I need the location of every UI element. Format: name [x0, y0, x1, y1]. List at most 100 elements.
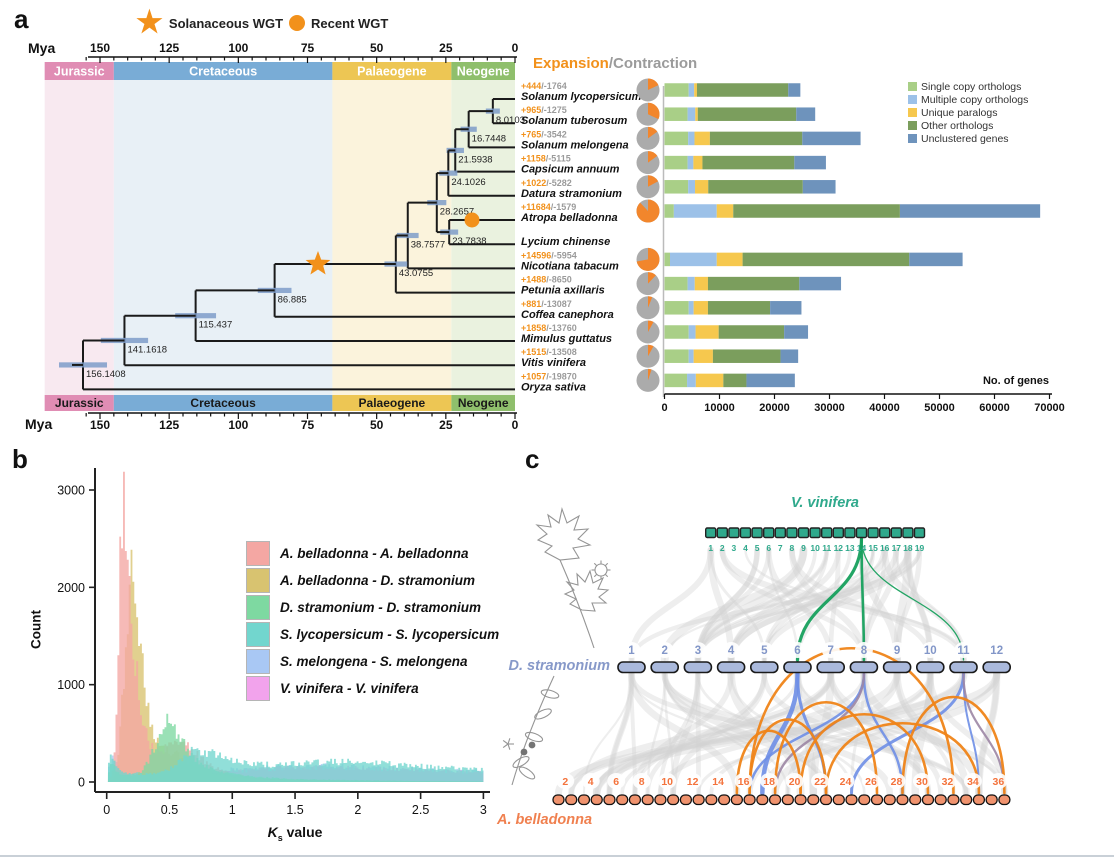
- orange-synteny-link: [799, 713, 930, 795]
- belladonna-chromosome: [552, 794, 565, 806]
- panel-c-label: c: [525, 444, 540, 474]
- bar-segment: [664, 276, 688, 291]
- bar-segment: [694, 276, 708, 291]
- number-halo: [632, 773, 651, 789]
- belladonna-genome-label: A. belladonna: [497, 812, 593, 828]
- belladonna-chromosome-number: 26: [865, 776, 877, 788]
- vinifera-genome-label: V. vinifera: [791, 495, 859, 511]
- species-name: Oryza sativa: [521, 381, 586, 393]
- bar-segment: [796, 107, 816, 121]
- legend-label: A. belladonna - A. belladonna: [280, 546, 469, 561]
- contraction-count: /-5115: [546, 154, 571, 164]
- gray-ribbon: [975, 670, 1001, 797]
- time-tick-label: 100: [228, 418, 248, 432]
- legend-swatch: [246, 676, 270, 701]
- belladonna-chromosome: [667, 794, 680, 806]
- bar-segment: [664, 155, 688, 170]
- number-halo: [888, 642, 907, 658]
- orange-synteny-link: [748, 647, 955, 795]
- belladonna-chromosome-number: 30: [916, 776, 928, 788]
- bar-segment: [709, 131, 803, 146]
- legend-swatch: [908, 134, 917, 143]
- ortholog-legend-item: Other orthologs: [908, 119, 1028, 132]
- belladonna-chromosome-number: 12: [687, 776, 699, 788]
- number-halo: [709, 773, 728, 789]
- solanaceous-wgt-star-marker: [305, 251, 331, 275]
- gray-ribbon: [727, 546, 889, 664]
- bar-segment: [688, 83, 695, 97]
- wgt-legend: ★ Solanaceous WGT Recent WGT: [136, 8, 388, 38]
- contraction-count: /-1764: [541, 81, 567, 91]
- belladonna-chromosome-number: 32: [942, 776, 954, 788]
- gray-ribbon: [697, 672, 999, 795]
- expansion-count: +965/-1275: [521, 105, 567, 115]
- species-name: Solanum lycopersicum: [521, 91, 642, 103]
- contraction-count: /-5282: [546, 178, 572, 188]
- contraction-count: /-13508: [546, 347, 577, 357]
- gray-ribbon: [663, 672, 789, 795]
- belladonna-chromosome: [603, 794, 616, 806]
- belladonna-chromosome: [654, 794, 667, 806]
- bar-segment: [687, 107, 696, 121]
- number-halo: [683, 773, 702, 789]
- gray-ribbon: [771, 670, 1001, 797]
- datura-fruit-spike: [593, 573, 598, 578]
- stramonium-chromosome: [949, 661, 978, 674]
- datura-fruit-spike: [604, 562, 609, 567]
- bar-segment: [688, 131, 695, 146]
- belladonna-chromosome: [692, 794, 705, 806]
- contraction-count: /-13760: [546, 323, 577, 333]
- stramonium-chromosome: [749, 661, 779, 674]
- bar-tick-label: 10000: [704, 402, 735, 414]
- panel-a-label: a: [14, 4, 29, 34]
- vinifera-chromosome-number: 3: [732, 543, 737, 553]
- gray-ribbon: [593, 670, 901, 797]
- expansion-count: +1858/-13760: [521, 323, 577, 333]
- period-band-top-neogene: [451, 62, 515, 80]
- contraction-count: /-5954: [551, 250, 577, 260]
- ks-y-tick-label: 1000: [57, 678, 85, 692]
- belladonna-leaf: [534, 708, 552, 720]
- bar-segment: [664, 373, 688, 388]
- bar-segment: [693, 349, 713, 363]
- legend-label: S. melongena - S. melongena: [280, 654, 468, 669]
- ortholog-legend-item: Multiple copy orthologs: [908, 93, 1028, 106]
- bar-segment: [716, 204, 734, 218]
- vinifera-chromosome-number: 13: [845, 543, 855, 553]
- belladonna-chromosome: [730, 794, 744, 806]
- bar-segment: [664, 204, 674, 218]
- gray-ribbon: [696, 548, 828, 662]
- gray-ribbon: [629, 671, 969, 796]
- time-tick-label: 50: [370, 418, 384, 432]
- belladonna-chromosome: [972, 794, 986, 806]
- gray-ribbon: [695, 547, 911, 663]
- recent-wgt-circle-marker: [464, 212, 480, 228]
- pie-expansion-slice: [648, 151, 658, 163]
- belladonna-chromosome-number: 16: [738, 776, 750, 788]
- pie-expansion-slice: [648, 344, 654, 357]
- bar-segment: [687, 373, 696, 388]
- number-halo: [811, 773, 830, 789]
- expansion-count: +14596/-5954: [521, 250, 577, 260]
- belladonna-chromosome: [641, 794, 654, 806]
- vinifera-chromosome: [774, 527, 786, 539]
- panel-b: 0 1000 2000 3000 0 0.5 1 1.5 2 2.5 3: [57, 468, 490, 817]
- vinifera-chromosome: [716, 527, 728, 539]
- gray-ribbon: [661, 671, 829, 796]
- belladonna-chromosome-number: 34: [967, 776, 979, 788]
- expansion-count: +1488/-8650: [521, 275, 572, 285]
- gray-ribbon: [744, 548, 965, 662]
- ks-x-tick-label: 0: [103, 803, 110, 817]
- stramonium-chromosome-number: 7: [827, 645, 833, 657]
- panel-b-label: b: [12, 444, 28, 474]
- number-halo: [655, 642, 674, 658]
- ks-x-tick-label: 3: [480, 803, 487, 817]
- ks-sub: s: [277, 832, 283, 843]
- period-band-bottom-neogene: [451, 395, 515, 411]
- bar-tick-label: 60000: [979, 402, 1010, 414]
- gray-ribbon: [657, 671, 933, 796]
